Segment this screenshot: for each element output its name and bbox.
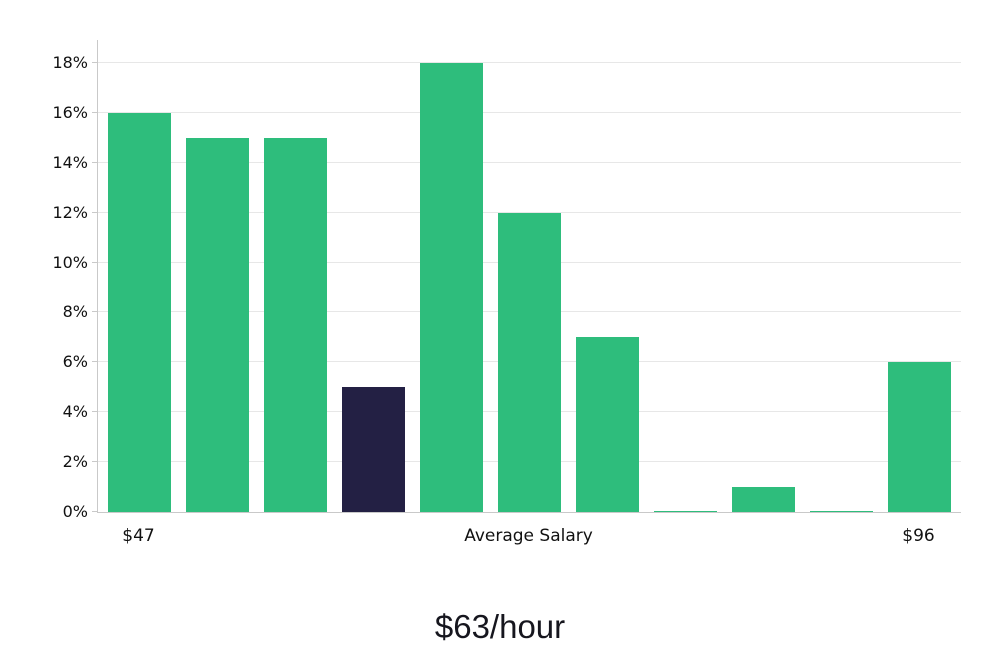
- bar: [576, 337, 639, 512]
- y-tick-label: 12%: [52, 202, 88, 222]
- y-tick-label: 0%: [62, 502, 88, 521]
- gridline: [98, 211, 961, 213]
- gridline: [98, 111, 961, 113]
- bar: [888, 362, 951, 512]
- y-tick-label: 10%: [52, 252, 88, 272]
- y-tick-mark: [92, 411, 98, 413]
- y-tick-label: 14%: [52, 152, 88, 172]
- bar: [810, 510, 873, 512]
- gridline: [98, 62, 961, 63]
- bar: [498, 212, 561, 512]
- gridline: [98, 161, 961, 163]
- y-tick-mark: [92, 62, 98, 63]
- bar: [108, 112, 171, 512]
- y-tick-label: 4%: [62, 402, 88, 422]
- y-tick-label: 6%: [62, 352, 88, 372]
- x-tick-label: $47: [122, 526, 155, 546]
- bars-container: [98, 40, 961, 512]
- bar: [654, 510, 717, 512]
- y-tick-mark: [92, 161, 98, 163]
- y-tick-label: 2%: [62, 452, 88, 472]
- y-tick-mark: [92, 511, 98, 512]
- bar: [420, 63, 483, 512]
- y-tick-label: 16%: [52, 102, 88, 122]
- y-tick-mark: [92, 461, 98, 463]
- x-axis: $47 Average Salary $96: [97, 526, 960, 556]
- y-tick-mark: [92, 311, 98, 313]
- x-tick-label: Average Salary: [464, 526, 593, 546]
- bar: [732, 487, 795, 512]
- y-tick-mark: [92, 361, 98, 363]
- bar-highlighted: [342, 387, 405, 512]
- y-axis: 0% 2% 4% 6% 8% 10% 12% 14% 16% 18%: [0, 40, 88, 521]
- y-tick-mark: [92, 211, 98, 213]
- y-tick-label: 8%: [62, 302, 88, 322]
- plot-area: [92, 40, 961, 513]
- bar: [264, 137, 327, 512]
- y-tick-label: 18%: [52, 53, 88, 72]
- chart-title: $63/hour: [434, 608, 566, 645]
- x-tick-label: $96: [902, 526, 935, 546]
- bar: [186, 137, 249, 512]
- y-tick-mark: [92, 111, 98, 113]
- y-tick-mark: [92, 261, 98, 263]
